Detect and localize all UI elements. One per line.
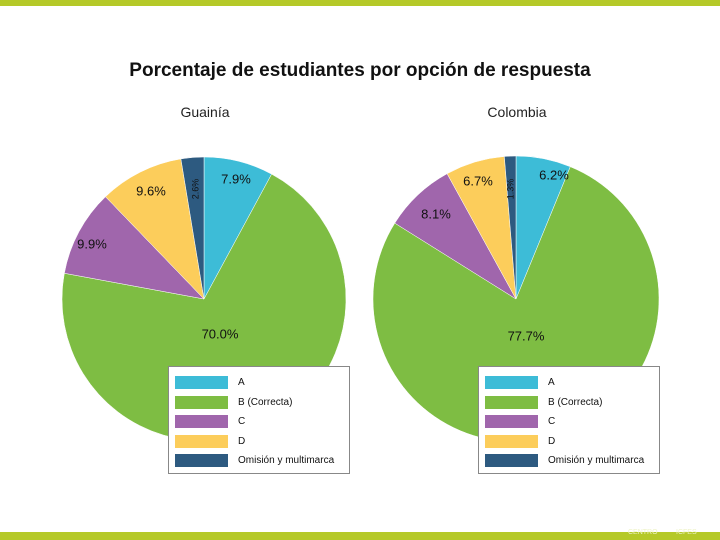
data-label-colombia-c: 8.1% <box>421 206 451 221</box>
legend-item-b-correcta: B (Correcta) <box>485 393 653 413</box>
data-label-guainia-b-correcta: 70.0% <box>202 326 239 341</box>
footer-mark-left: CENTRO <box>628 529 658 536</box>
data-label-guainia-d: 9.6% <box>136 183 166 198</box>
pie-title-guainia: Guainía <box>180 104 230 120</box>
legend-item-omision: Omisión y multimarca <box>175 451 343 471</box>
legend-guainia: A B (Correcta) C D Omisión y multimarca <box>168 366 350 474</box>
legend-swatch <box>485 395 538 409</box>
legend-item-c: C <box>175 412 343 432</box>
data-label-colombia-d: 6.7% <box>463 173 493 188</box>
data-label-colombia-omision: 1.3% <box>505 179 515 200</box>
legend-label: A <box>238 377 245 389</box>
legend-colombia: A B (Correcta) C D Omisión y multimarca <box>478 366 660 474</box>
chart-title: Porcentaje de estudiantes por opción de … <box>129 60 591 81</box>
legend-swatch <box>175 454 228 468</box>
legend-swatch <box>175 395 228 409</box>
legend-item-c: C <box>485 412 653 432</box>
data-label-guainia-c: 9.9% <box>77 236 107 251</box>
legend-swatch <box>485 454 538 468</box>
legend-label: D <box>238 435 246 447</box>
legend-item-a: A <box>485 373 653 393</box>
pie-title-colombia: Colombia <box>487 104 547 120</box>
legend-label: Omisión y multimarca <box>548 455 645 467</box>
pie-slice-guainia-omision <box>180 156 205 300</box>
legend-item-d: D <box>485 432 653 452</box>
legend-item-d: D <box>175 432 343 452</box>
data-label-colombia-b-correcta: 77.7% <box>508 328 545 343</box>
pie-slice-colombia-omision <box>504 155 517 300</box>
legend-swatch <box>485 415 538 429</box>
legend-label: B (Correcta) <box>238 396 293 408</box>
legend-swatch <box>175 415 228 429</box>
legend-label: B (Correcta) <box>548 396 603 408</box>
pie-slice-guainia-d <box>105 158 205 300</box>
legend-label: C <box>238 416 246 428</box>
legend-label: C <box>548 416 556 428</box>
data-label-guainia-a: 7.9% <box>221 171 251 186</box>
top-accent-bar <box>0 0 720 6</box>
legend-label: D <box>548 435 556 447</box>
legend-label: A <box>548 377 555 389</box>
legend-swatch <box>175 376 228 390</box>
legend-swatch <box>485 434 538 448</box>
legend-item-b-correcta: B (Correcta) <box>175 393 343 413</box>
data-label-colombia-a: 6.2% <box>539 167 569 182</box>
footer-mark-right: ICFES <box>676 529 697 536</box>
legend-label: Omisión y multimarca <box>238 455 335 467</box>
bottom-accent-bar <box>0 532 720 540</box>
legend-swatch <box>485 376 538 390</box>
legend-item-a: A <box>175 373 343 393</box>
legend-swatch <box>175 434 228 448</box>
legend-item-omision: Omisión y multimarca <box>485 451 653 471</box>
data-label-guainia-omision: 2.6% <box>190 179 200 200</box>
pie-slice-guainia-c <box>64 196 205 300</box>
